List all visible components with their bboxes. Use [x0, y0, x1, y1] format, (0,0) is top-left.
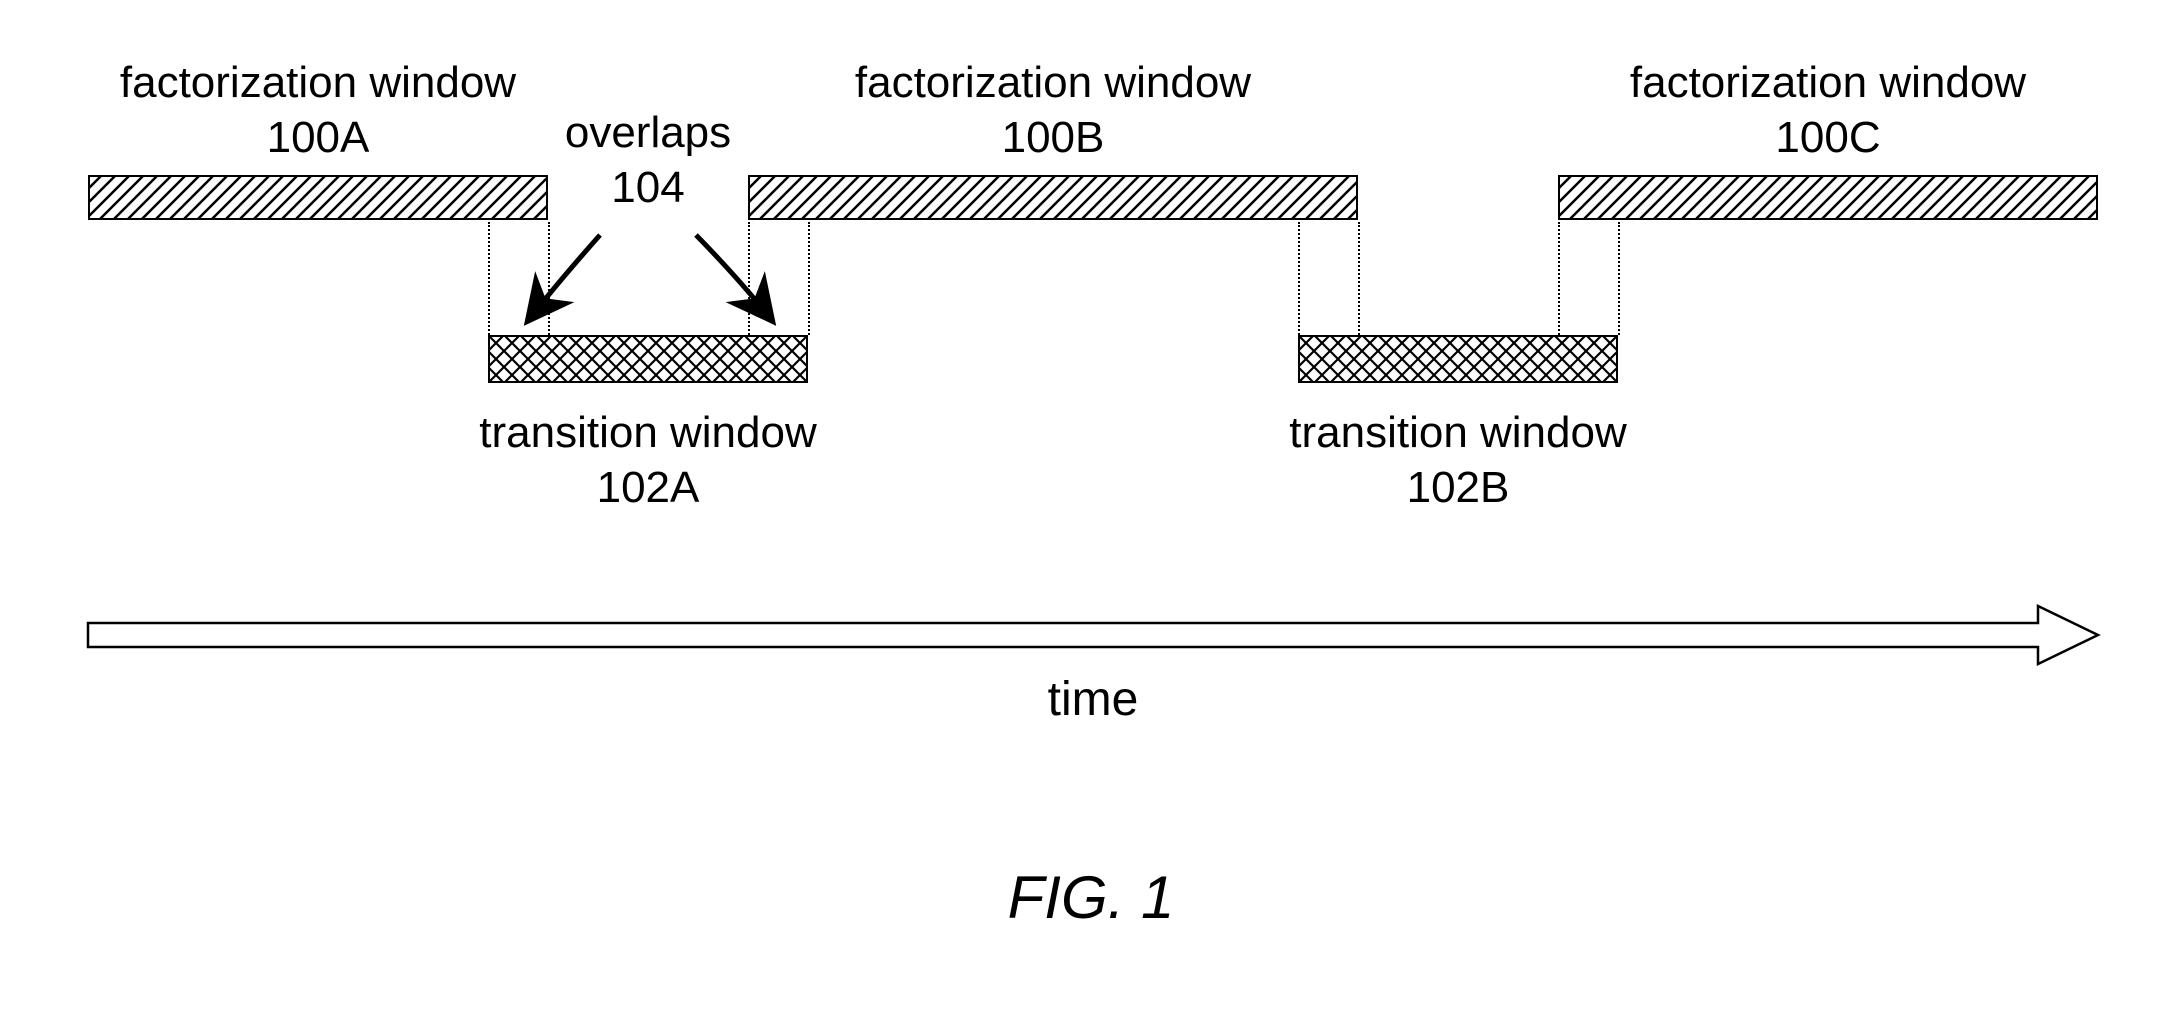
figure-canvas: factorization window 100A factorization …	[0, 0, 2183, 1020]
time-label: time	[993, 670, 1193, 730]
figure-caption: FIG. 1	[941, 860, 1241, 935]
